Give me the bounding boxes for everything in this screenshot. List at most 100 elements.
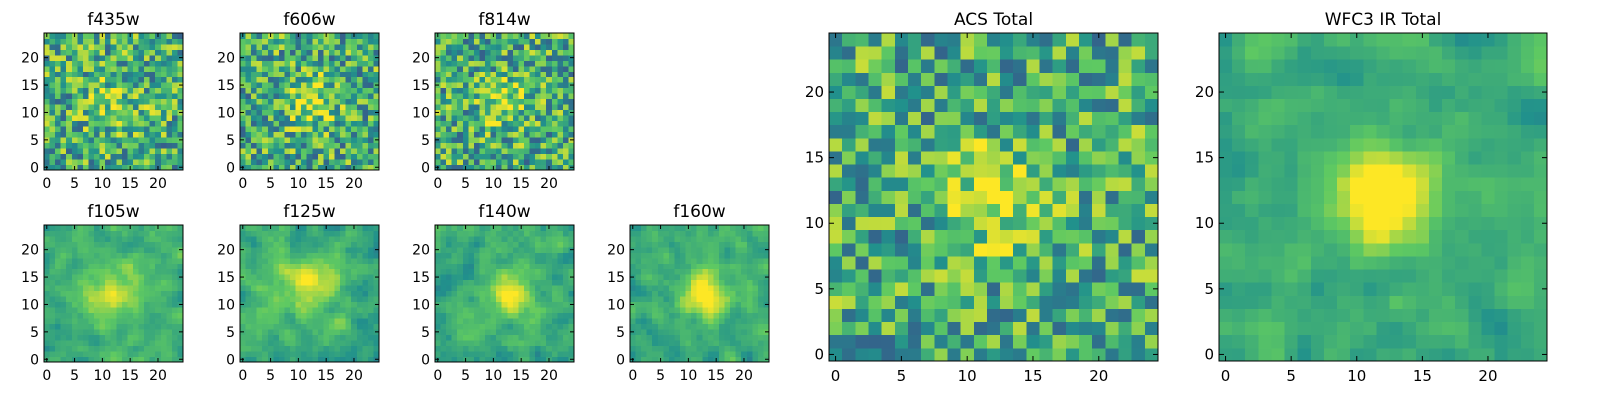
heatmap-cell (312, 235, 319, 242)
heatmap-cell (746, 246, 753, 253)
heatmap-cell (568, 33, 575, 39)
heatmap-cell (652, 356, 659, 363)
heatmap-cell (171, 230, 178, 237)
heatmap-cell (546, 351, 553, 357)
heatmap-cell (66, 120, 73, 127)
heatmap-cell (557, 115, 564, 122)
heatmap-cell (351, 76, 358, 83)
heatmap-cell (1144, 190, 1159, 204)
heatmap-cell (696, 296, 703, 303)
heatmap-cell (323, 230, 330, 237)
heatmap-cell (55, 329, 62, 335)
heatmap-cell (462, 98, 469, 105)
heatmap-cell (71, 104, 78, 111)
heatmap-cell (1052, 282, 1067, 296)
heatmap-cell (267, 131, 274, 138)
heatmap-cell (479, 153, 486, 160)
heatmap-cell (551, 82, 558, 89)
heatmap-cell (262, 301, 269, 308)
heatmap-cell (110, 312, 117, 319)
heatmap-cell (166, 137, 173, 143)
heatmap-cell (262, 345, 269, 352)
heatmap-cell (82, 54, 89, 61)
heatmap-cell (523, 109, 530, 116)
heatmap-cell (295, 54, 302, 61)
heatmap-cell (340, 115, 347, 122)
heatmap-cell (356, 164, 363, 171)
heatmap-cell (345, 131, 352, 138)
heatmap-cell (273, 76, 280, 83)
heatmap-cell (71, 71, 78, 78)
heatmap-cell (1131, 347, 1146, 362)
heatmap-cell (256, 76, 263, 83)
heatmap-cell (317, 120, 324, 127)
heatmap-cell (138, 60, 145, 67)
heatmap-cell (155, 301, 162, 308)
heatmap-cell (245, 159, 252, 165)
heatmap-cell (973, 256, 988, 270)
heatmap-cell (451, 131, 458, 138)
heatmap-cell (166, 274, 173, 281)
heatmap-cell (468, 49, 475, 56)
heatmap-cell (702, 230, 709, 237)
heatmap-cell (49, 235, 56, 242)
heatmap-cell (82, 263, 89, 270)
heatmap-cell (551, 345, 558, 352)
heatmap-cell (110, 164, 117, 171)
heatmap-cell (540, 148, 547, 154)
heatmap-cell (568, 71, 575, 78)
heatmap-cell (468, 164, 475, 171)
heatmap-cell (99, 318, 106, 325)
heatmap-cell (518, 148, 525, 154)
heatmap-cell (535, 318, 542, 325)
heatmap-cell (273, 230, 280, 237)
y-tick-label: 15 (412, 78, 430, 94)
heatmap-cell (60, 98, 67, 105)
heatmap-cell (730, 329, 737, 335)
heatmap-cell (351, 307, 358, 314)
heatmap-cell (356, 98, 363, 105)
heatmap-cell (496, 71, 503, 78)
heatmap-cell (256, 345, 263, 352)
heatmap-cell (77, 98, 84, 105)
heatmap-cell (267, 38, 274, 45)
heatmap-cell (94, 126, 100, 133)
heatmap-cell (496, 241, 503, 248)
heatmap-cell (127, 307, 134, 314)
heatmap-cell (49, 87, 56, 94)
heatmap-cell (468, 356, 475, 363)
heatmap-cell (345, 307, 352, 314)
heatmap-cell (245, 340, 252, 346)
heatmap-cell (496, 126, 503, 133)
heatmap-cell (295, 126, 302, 133)
heatmap-cell (523, 87, 530, 94)
heatmap-cell (127, 340, 134, 346)
heatmap-cell (674, 323, 681, 330)
heatmap-cell (251, 235, 258, 242)
heatmap-cell (278, 246, 285, 253)
heatmap-cell (94, 120, 100, 127)
heatmap-cell (328, 82, 335, 89)
heatmap-cell (284, 301, 291, 308)
heatmap-cell (446, 312, 453, 319)
heatmap-cell (485, 142, 491, 149)
heatmap-cell (284, 257, 291, 264)
heatmap-cell (127, 252, 134, 259)
heatmap-cell (921, 216, 935, 231)
heatmap-cell (367, 148, 374, 154)
heatmap-cell (105, 60, 112, 67)
heatmap-cell (110, 148, 117, 154)
heatmap-cell (691, 235, 698, 242)
heatmap-cell (155, 60, 162, 67)
heatmap-cell (557, 307, 564, 314)
heatmap-cell (262, 340, 269, 346)
heatmap-cell (49, 164, 56, 171)
heatmap-cell (251, 329, 258, 335)
heatmap-cell (262, 43, 269, 50)
x-tick-label: 15 (121, 368, 139, 384)
heatmap-cell (512, 65, 519, 72)
heatmap-cell (462, 54, 469, 61)
heatmap-cell (284, 142, 291, 149)
heatmap-cell (71, 252, 78, 259)
heatmap-cell (284, 137, 291, 143)
